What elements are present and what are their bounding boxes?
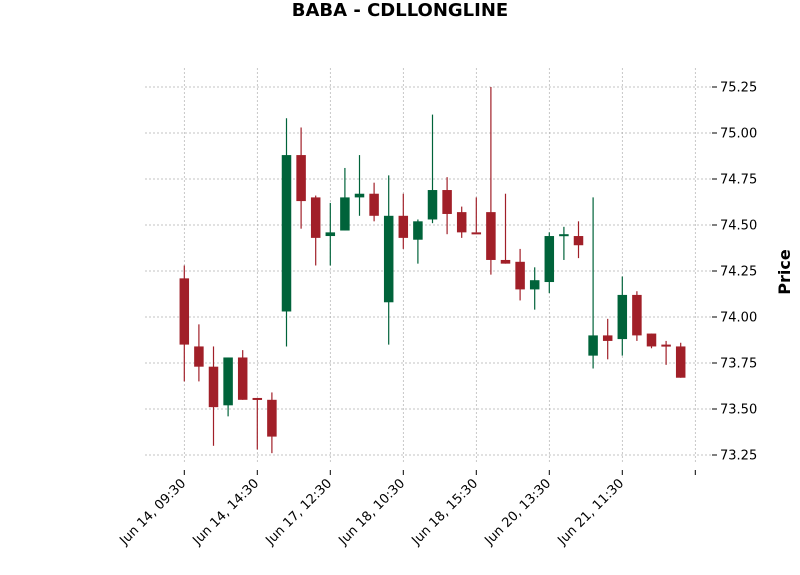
candle-body [369,193,379,216]
candle-down [237,350,248,400]
candle-down [296,127,306,229]
candle-down [179,265,190,382]
candle-body [646,333,657,347]
candle-body [529,280,540,290]
candle-up [223,357,233,417]
candle-down [661,340,671,365]
candle-up [427,114,438,224]
candle-down [442,177,452,235]
candle-up [354,155,365,216]
candle-down [646,333,657,349]
x-tick-label: Jun 18, 15:30 [408,476,481,549]
candle-body [442,190,452,214]
candle-body [296,155,306,202]
candle-body [281,155,292,312]
y-tick-label: 74.25 [720,265,757,280]
candle-body [486,212,496,260]
candle-up [281,118,292,347]
candle-body [310,197,321,238]
candle-down [486,87,496,275]
candle-up [529,267,540,310]
y-tick-label: 73.25 [720,449,757,464]
candle-body [661,344,671,347]
candle-down [456,206,467,238]
candle-up [588,197,598,369]
candles [179,87,686,454]
candle-down [369,182,379,222]
candle-down [252,397,263,450]
candle-up [340,167,350,231]
candle-up [413,219,423,264]
candle-body [632,294,642,336]
candle-body [252,397,263,400]
x-tick-label: Jun 14, 09:30 [116,476,189,549]
candle-up [617,276,628,356]
candle-body [559,234,569,237]
candle-body [588,335,598,356]
candle-body [500,259,511,264]
candle-down [398,193,409,249]
candle-body [456,212,467,233]
candle-body [675,346,686,378]
candle-body [413,221,423,240]
candle-body [617,294,628,340]
candle-body [383,215,394,303]
candle-body [223,357,233,406]
candle-down [310,195,321,266]
candle-down [194,324,204,382]
candle-up [544,232,555,294]
candle-down [602,318,613,360]
candle-body [354,193,365,198]
candle-body [398,215,409,238]
candle-body [427,190,438,220]
candle-body [325,232,336,237]
candle-body [179,278,190,345]
candle-down [675,342,686,378]
y-tick-label: 74.00 [720,311,757,326]
y-axis-label: Price [775,249,794,295]
candle-down [267,392,277,454]
x-tick-label: Jun 20, 13:30 [481,476,554,549]
candle-body [340,197,350,231]
candle-body [267,399,277,437]
y-tick-label: 73.75 [720,357,757,372]
candle-body [237,357,248,400]
y-tick-label: 75.00 [720,127,757,142]
y-tick-label: 74.50 [720,219,757,234]
candle-body [515,261,525,290]
x-tick-label: Jun 21, 11:30 [554,476,627,549]
y-tick-label: 74.75 [720,173,757,188]
y-tick-label: 73.50 [720,403,757,418]
candle-down [208,346,219,446]
y-tick-label: 75.25 [720,81,757,96]
x-tick-label: Jun 17, 12:30 [262,476,335,549]
candle-body [471,232,482,235]
candle-down [500,193,511,264]
candle-body [544,236,555,283]
candle-down [573,221,584,259]
x-tick-label: Jun 18, 10:30 [335,476,408,549]
candle-up [383,175,394,345]
candle-down [515,248,525,301]
axes: 73.25 73.50 73.75 74.00 74.25 74.50 74.75 75.00… [116,81,757,549]
x-tick-label: Jun 14, 14:30 [189,476,262,549]
candle-up [559,226,569,260]
candle-body [602,335,613,341]
candle-up [325,202,336,266]
candle-body [573,236,584,246]
candle-body [208,366,219,408]
candle-down [471,197,482,235]
chart-title: BABA - CDLLONGLINE [291,0,509,21]
candle-down [632,291,642,341]
candle-body [194,346,204,367]
